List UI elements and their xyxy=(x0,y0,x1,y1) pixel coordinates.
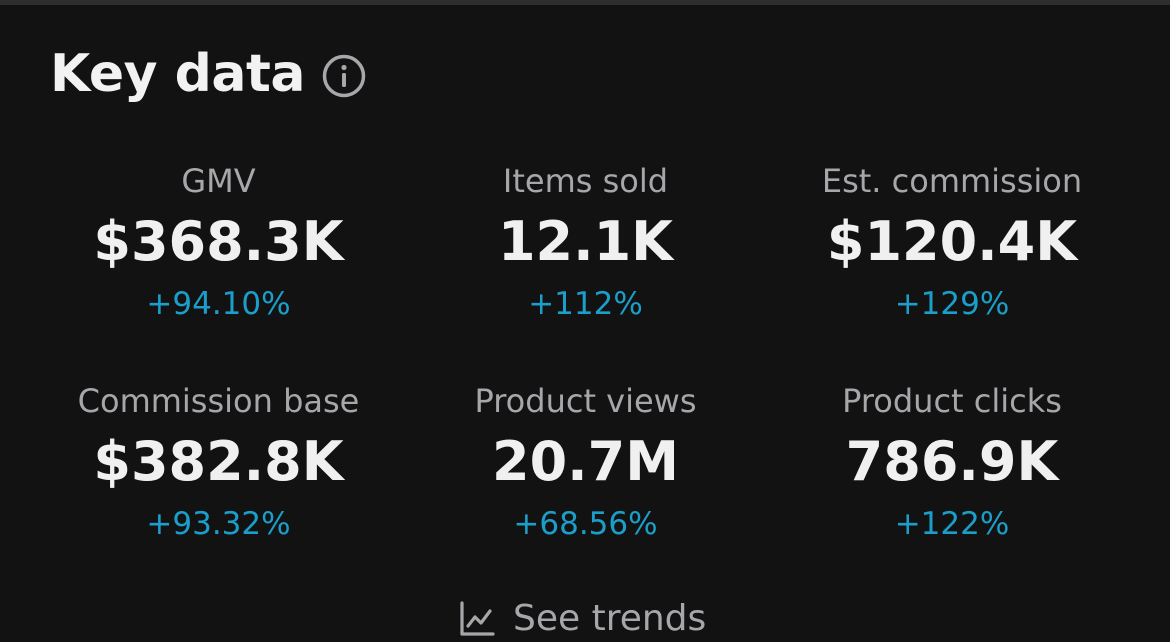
metric-label: Items sold xyxy=(502,162,669,200)
section-title: Key data xyxy=(50,44,305,104)
metric-value: 786.9K xyxy=(845,430,1059,493)
metric-value: 12.1K xyxy=(497,210,674,273)
metric-label: Product views xyxy=(474,382,697,420)
metric-items-sold[interactable]: Items sold 12.1K +112% xyxy=(402,155,769,375)
metric-product-views[interactable]: Product views 20.7M +68.56% xyxy=(402,375,769,595)
metric-product-clicks[interactable]: Product clicks 786.9K +122% xyxy=(769,375,1135,595)
metric-change: +93.32% xyxy=(146,506,291,542)
metric-commission-base[interactable]: Commission base $382.8K +93.32% xyxy=(35,375,402,595)
metric-change: +122% xyxy=(894,506,1010,542)
see-trends-link[interactable]: See trends xyxy=(459,596,706,642)
metric-est-commission[interactable]: Est. commission $120.4K +129% xyxy=(769,155,1135,375)
see-trends-label: See trends xyxy=(513,598,707,639)
metric-label: Commission base xyxy=(77,382,360,420)
metric-label: GMV xyxy=(181,162,256,200)
metric-label: Est. commission xyxy=(821,162,1083,200)
info-icon[interactable] xyxy=(321,53,367,99)
metric-change: +68.56% xyxy=(513,506,658,542)
line-chart-icon xyxy=(459,601,495,637)
metric-value: $382.8K xyxy=(93,430,344,493)
metric-change: +129% xyxy=(894,286,1010,322)
metric-label: Product clicks xyxy=(842,382,1062,420)
metric-value: 20.7M xyxy=(492,430,679,493)
metrics-grid: GMV $368.3K +94.10% Items sold 12.1K +11… xyxy=(35,155,1135,595)
metric-change: +94.10% xyxy=(146,286,291,322)
metric-change: +112% xyxy=(528,286,643,322)
metric-value: $368.3K xyxy=(93,210,344,273)
top-divider xyxy=(0,0,1170,5)
section-header: Key data xyxy=(50,42,367,106)
metric-gmv[interactable]: GMV $368.3K +94.10% xyxy=(35,155,402,375)
metric-value: $120.4K xyxy=(826,210,1078,273)
